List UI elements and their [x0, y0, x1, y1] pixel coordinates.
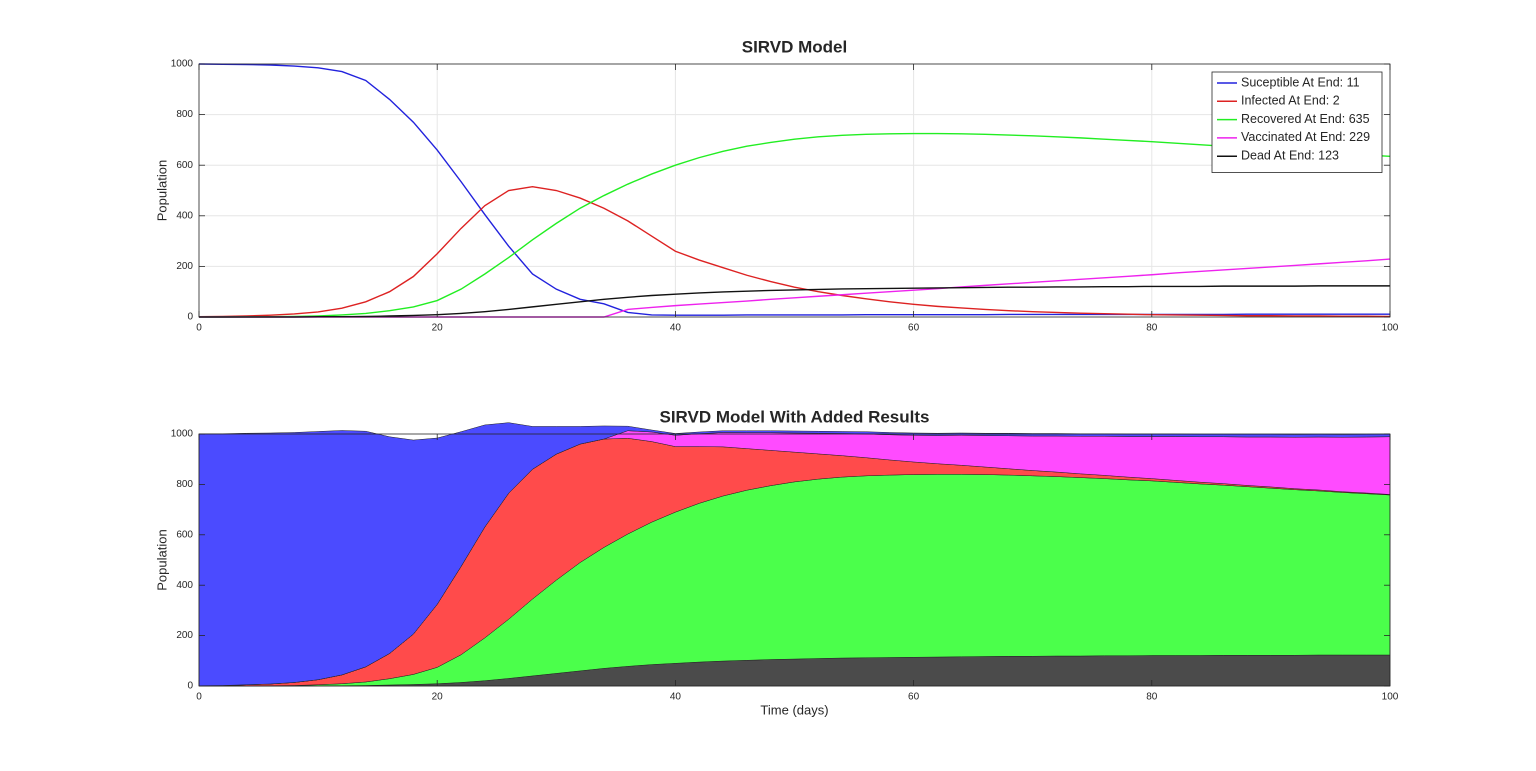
x-tick-label: 20	[432, 692, 444, 703]
legend-box	[1211, 71, 1383, 173]
axes-box	[198, 433, 1391, 687]
y-tick-label: 800	[176, 109, 193, 120]
y-tick-label: 600	[176, 529, 193, 540]
x-tick-label: 40	[670, 323, 682, 334]
y-axis-label: Population	[154, 160, 169, 221]
legend-label: Infected At End: 2	[1241, 94, 1340, 108]
y-tick-label: 200	[176, 630, 193, 641]
x-tick-label: 80	[1146, 692, 1158, 703]
x-tick-label: 60	[908, 692, 920, 703]
x-tick-label: 80	[1146, 323, 1158, 334]
legend-label: Vaccinated At End: 229	[1241, 130, 1370, 144]
chart-title: SIRVD Model	[742, 37, 847, 56]
data-line	[198, 185, 1391, 318]
y-tick-label: 600	[176, 160, 193, 171]
x-tick-label: 60	[908, 323, 920, 334]
y-tick-label: 400	[176, 210, 193, 221]
y-tick-label: 0	[187, 312, 193, 323]
y-tick-label: 1000	[171, 59, 194, 70]
legend-label: Recovered At End: 635	[1241, 112, 1370, 126]
chart-title: SIRVD Model With Added Results	[660, 407, 930, 426]
x-tick-label: 20	[432, 323, 444, 334]
y-tick-label: 800	[176, 479, 193, 490]
x-tick-label: 100	[1382, 323, 1399, 334]
x-tick-label: 0	[196, 323, 202, 334]
x-tick-label: 40	[670, 692, 682, 703]
y-tick-label: 0	[187, 681, 193, 692]
y-tick-label: 400	[176, 580, 193, 591]
x-tick-label: 0	[196, 692, 202, 703]
data-line	[199, 132, 1391, 318]
y-tick-label: 1000	[171, 429, 194, 440]
axes-box	[198, 63, 1391, 318]
x-axis-label: Time (days)	[760, 702, 828, 717]
legend-label: Dead At End: 123	[1241, 148, 1339, 162]
plot-area	[199, 64, 1390, 317]
x-tick-label: 100	[1382, 692, 1399, 703]
y-axis-label: Population	[154, 529, 169, 590]
y-tick-label: 200	[176, 261, 193, 272]
legend-label: Suceptible At End: 11	[1241, 75, 1360, 89]
data-line	[199, 285, 1390, 318]
